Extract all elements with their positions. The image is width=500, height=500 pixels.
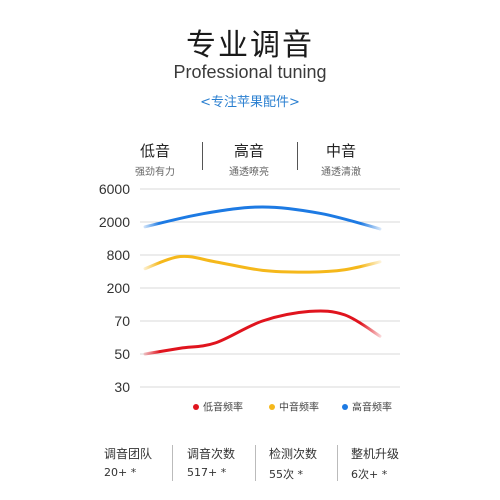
frequency-chart: 6000 2000 800 200 70 50 30 低音频率 中音频率 高音频率: [99, 181, 400, 414]
band-name: 低音: [139, 142, 170, 160]
legend: 低音频率 中音频率 高音频率: [193, 401, 392, 414]
stat-label: 调音次数: [187, 447, 236, 461]
tagline: <专注苹果配件>: [200, 95, 300, 110]
stat-label: 整机升级: [351, 447, 400, 461]
y-tick-label: 50: [114, 346, 130, 362]
stat-tunings: 调音次数 517+ *: [187, 445, 235, 485]
band-desc: 强劲有力: [135, 167, 175, 178]
legend-dot: [342, 404, 348, 410]
stat-value: 517+ *: [187, 466, 227, 479]
y-tick-label: 6000: [99, 181, 130, 197]
band-mid: 中音 通透清澈: [296, 140, 386, 178]
series-line: [143, 254, 382, 274]
y-axis: 6000 2000 800 200 70 50 30: [99, 181, 130, 395]
band-divider: [202, 142, 203, 170]
stat-divider: [172, 445, 173, 481]
y-tick-label: 200: [107, 280, 131, 296]
series-line: [143, 205, 382, 231]
stat-value: 55次 *: [269, 468, 303, 481]
legend-label: 高音频率: [352, 401, 392, 414]
band-name: 中音: [325, 142, 356, 160]
stat-divider: [337, 445, 338, 481]
page-subtitle: Professional tuning: [173, 62, 327, 82]
band-bass: 低音 强劲有力: [110, 140, 200, 178]
stat-label: 检测次数: [269, 447, 318, 461]
page-title: 专业调音: [186, 28, 314, 63]
legend-label: 中音频率: [279, 401, 319, 414]
series-lines: [143, 205, 382, 356]
band-desc: 通透嘹亮: [229, 167, 269, 178]
band-treble: 高音 通透嘹亮: [204, 140, 294, 178]
stat-upgrades: 整机升级 6次+ *: [351, 445, 399, 485]
y-tick-label: 30: [114, 379, 130, 395]
y-tick-label: 70: [114, 313, 130, 329]
stat-divider: [255, 445, 256, 481]
legend-dot: [269, 404, 275, 410]
stat-tests: 检测次数 55次 *: [269, 445, 317, 485]
stat-label: 调音团队: [104, 447, 153, 461]
legend-label: 低音频率: [203, 401, 243, 414]
stat-value: 20+ *: [104, 466, 137, 479]
band-divider: [297, 142, 298, 170]
legend-dot: [193, 404, 199, 410]
series-line: [143, 309, 382, 356]
stat-team: 调音团队 20+ *: [104, 445, 152, 485]
band-desc: 通透清澈: [321, 167, 361, 178]
y-tick-label: 2000: [99, 214, 130, 230]
y-tick-label: 800: [107, 247, 131, 263]
stat-value: 6次+ *: [351, 468, 388, 481]
band-name: 高音: [233, 142, 264, 160]
